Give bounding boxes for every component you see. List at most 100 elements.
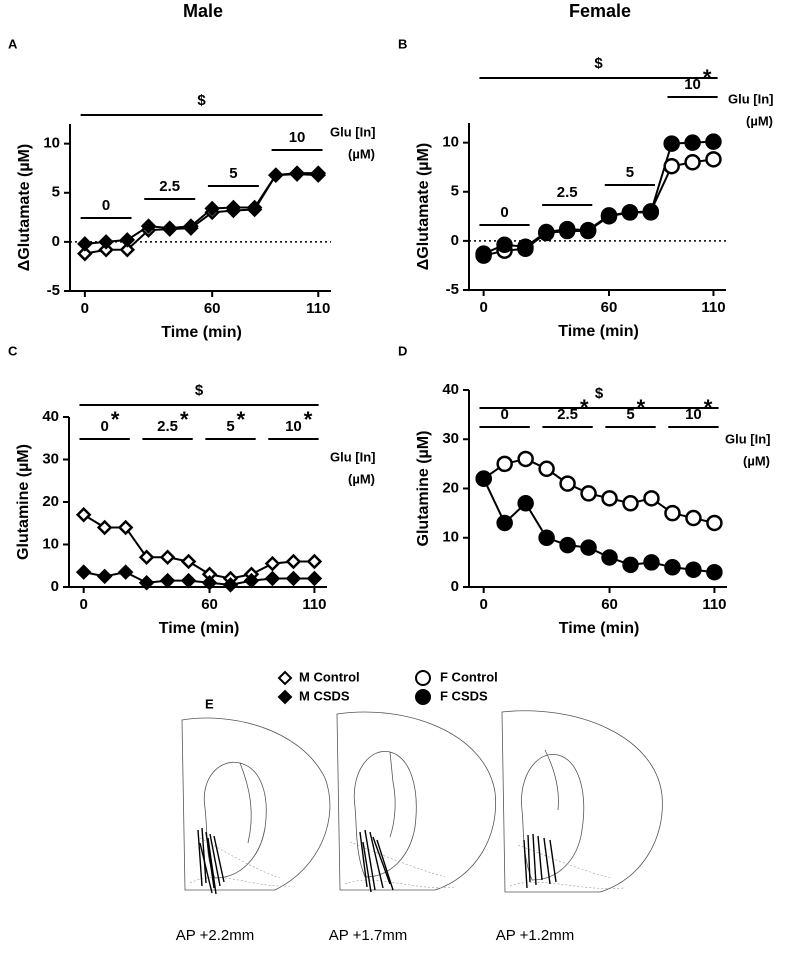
data-point — [310, 165, 327, 181]
data-point — [77, 236, 93, 252]
phase-label: 2.5 — [557, 406, 578, 423]
data-point — [183, 218, 199, 234]
data-point — [98, 234, 114, 250]
data-point — [705, 133, 722, 150]
phase-label: 2.5 — [159, 178, 180, 195]
phase-title: Glu [In] — [330, 124, 376, 139]
data-point — [517, 495, 534, 512]
significance-label: $ — [594, 55, 603, 72]
section-label: AP +2.2mm — [176, 927, 255, 944]
x-tick-label: 60 — [601, 299, 618, 316]
phase-star: * — [180, 407, 189, 432]
data-point — [496, 455, 513, 473]
x-axis-label: Time (min) — [558, 323, 639, 340]
data-point — [517, 450, 534, 468]
data-point — [664, 504, 681, 522]
y-tick-label: 5 — [52, 184, 60, 201]
data-point — [705, 151, 722, 168]
phase-label: 0 — [102, 197, 110, 214]
phase-label: 0 — [500, 204, 508, 221]
phase-star: * — [580, 395, 589, 420]
y-tick-label: 10 — [442, 529, 459, 546]
significance-label: $ — [197, 92, 206, 109]
data-point — [496, 514, 513, 532]
data-point — [201, 574, 218, 591]
phase-label: 10 — [684, 76, 701, 93]
significance-label: $ — [195, 382, 204, 399]
data-point — [643, 554, 660, 571]
y-tick-label: -5 — [446, 281, 459, 298]
phase-label: 0 — [100, 418, 108, 435]
data-point — [580, 485, 597, 502]
y-tick-label: 0 — [51, 578, 59, 595]
data-point — [663, 157, 680, 175]
y-tick-label: 10 — [43, 135, 60, 152]
phase-unit: (µM) — [348, 471, 375, 486]
y-tick-label: 40 — [42, 408, 59, 425]
section-label: AP +1.7mm — [329, 927, 408, 944]
data-point — [475, 245, 492, 262]
panel-letter: C — [8, 343, 18, 358]
significance-label: $ — [595, 385, 604, 402]
y-tick-label: 40 — [442, 381, 459, 398]
series-line — [84, 172, 319, 245]
legend-marker — [277, 689, 293, 705]
phase-label: 2.5 — [157, 418, 178, 435]
data-point — [601, 549, 618, 566]
data-point — [264, 555, 281, 572]
data-point — [685, 509, 702, 527]
data-point — [622, 556, 639, 574]
x-tick-label: 110 — [302, 596, 326, 613]
phase-title: Glu [In] — [725, 431, 771, 446]
phase-star: * — [704, 395, 713, 420]
data-point — [496, 236, 513, 254]
y-tick-label: 20 — [42, 493, 59, 510]
phase-label: 5 — [226, 418, 234, 435]
data-point — [706, 563, 723, 581]
phase-star: * — [637, 395, 646, 420]
data-point — [117, 564, 134, 580]
phase-unit: (µM) — [746, 113, 773, 128]
column-header: Male — [183, 1, 223, 21]
y-tick-label: 0 — [52, 233, 60, 250]
phase-unit: (µM) — [743, 453, 770, 468]
data-point — [475, 470, 492, 487]
y-tick-label: 20 — [442, 479, 459, 496]
phase-label: 0 — [500, 406, 508, 423]
data-point — [306, 553, 323, 570]
legend-label: F CSDS — [440, 688, 488, 703]
x-axis-label: Time (min) — [559, 620, 640, 637]
data-point — [600, 207, 618, 224]
phase-label: 2.5 — [557, 184, 578, 201]
data-point — [580, 539, 597, 556]
data-point — [579, 221, 597, 239]
x-tick-label: 110 — [702, 596, 726, 613]
x-tick-label: 0 — [81, 300, 89, 317]
data-point — [559, 475, 576, 492]
data-point — [622, 495, 639, 512]
data-point — [558, 220, 576, 238]
x-axis-label: Time (min) — [159, 620, 240, 637]
data-point — [159, 572, 176, 589]
data-point — [75, 506, 92, 523]
data-point — [559, 536, 576, 554]
phase-star: * — [304, 407, 313, 432]
data-point — [138, 549, 155, 566]
data-point — [75, 564, 92, 580]
brain-section — [501, 710, 663, 893]
phase-title: Glu [In] — [728, 91, 774, 106]
data-point — [225, 199, 242, 216]
data-point — [684, 134, 701, 151]
data-point — [264, 570, 281, 587]
x-tick-label: 60 — [204, 300, 221, 317]
y-tick-label: 10 — [442, 134, 459, 151]
x-tick-label: 60 — [201, 596, 218, 613]
y-axis-label: ΔGlutamate (µM) — [16, 144, 33, 271]
x-tick-label: 110 — [701, 299, 725, 316]
data-point — [268, 167, 284, 183]
data-point — [159, 549, 176, 566]
data-point — [119, 241, 136, 258]
data-point — [538, 529, 555, 546]
legend-marker — [415, 670, 431, 686]
